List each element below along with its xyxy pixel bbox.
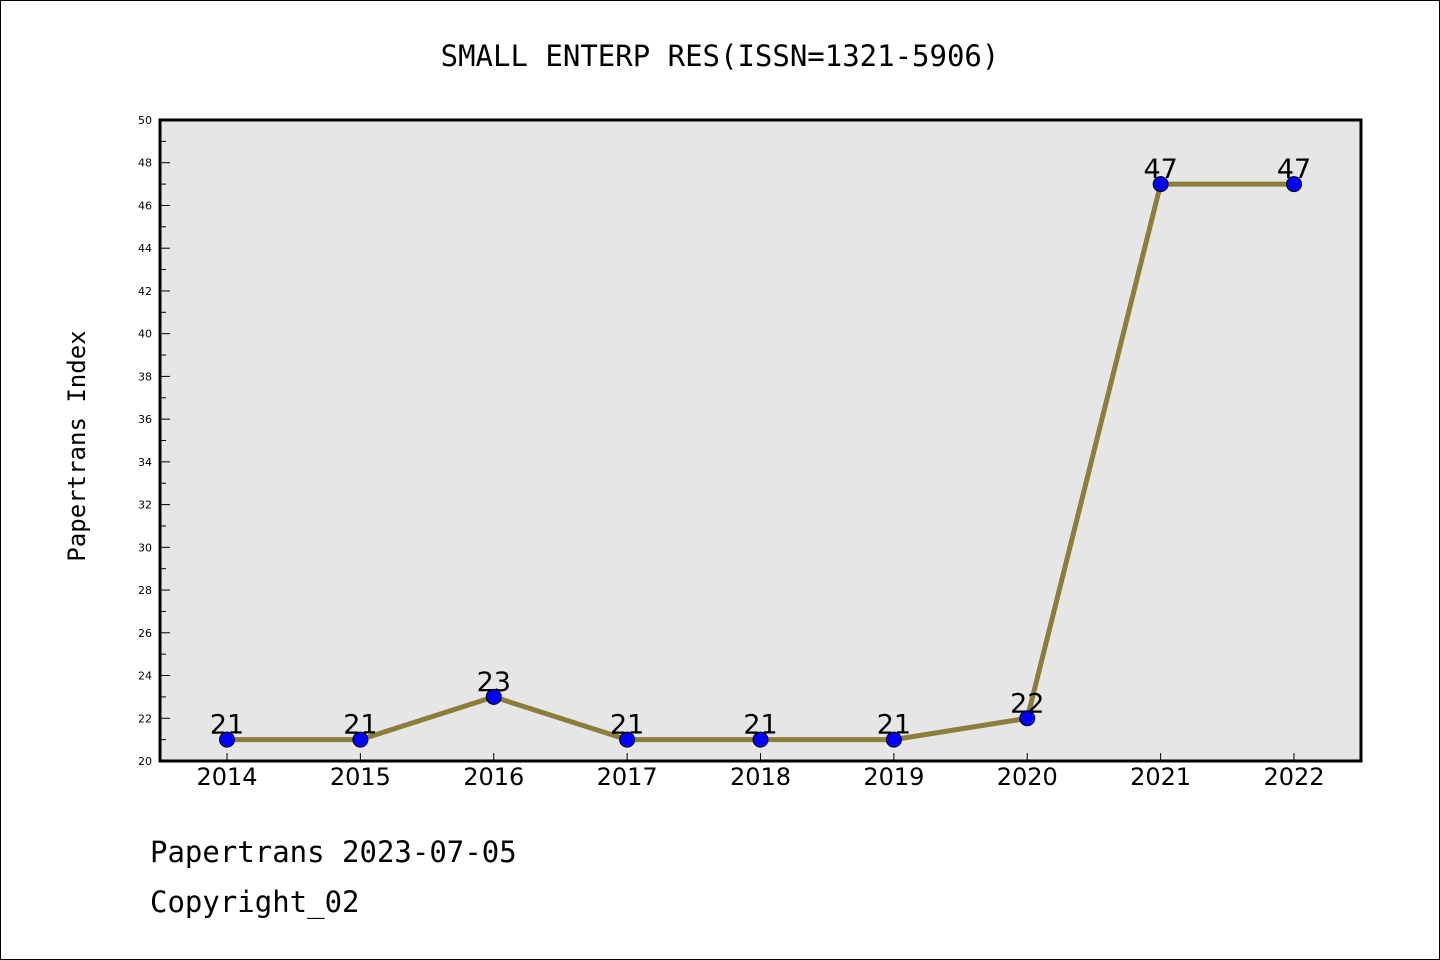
x-tick-label: 2016 [463,763,524,791]
y-tick-label: 26 [138,627,152,640]
y-tick-label: 32 [138,499,152,512]
y-tick-label: 24 [138,670,152,683]
y-axis: 20 22 24 26 28 30 32 34 36 38 40 42 44 46 48 50 [138,114,170,768]
data-point [885,731,902,748]
data-label: 22 [1010,688,1044,719]
y-tick-label: 30 [138,541,152,554]
chart-title: SMALL ENTERP RES(ISSN=1321-5906) [441,39,1000,73]
footer-copyright: Copyright_02 [150,885,360,919]
y-tick-label: 36 [138,413,152,426]
data-label: 21 [877,710,911,741]
data-point [352,731,369,748]
data-label: 47 [1277,154,1311,185]
y-tick-label: 46 [138,199,152,212]
data-point [1019,710,1036,727]
y-axis-label: Papertrans Index [63,330,91,561]
x-tick-label: 2021 [1130,763,1191,791]
x-tick-label: 2022 [1263,763,1324,791]
y-tick-label: 42 [138,285,152,298]
data-label: 21 [343,710,377,741]
y-tick-label: 22 [138,712,152,725]
x-tick-label: 2017 [597,763,658,791]
y-tick-label: 20 [138,755,152,768]
data-label: 21 [610,710,644,741]
x-tick-label: 2018 [730,763,791,791]
x-tick-label: 2019 [863,763,924,791]
y-tick-label: 50 [138,114,152,127]
data-point [619,731,636,748]
data-label: 23 [477,667,511,698]
x-tick-label: 2015 [330,763,391,791]
data-point [485,688,502,705]
data-point [219,731,235,748]
data-label: 47 [1143,154,1177,185]
y-tick-label: 28 [138,584,152,597]
data-point [752,731,769,748]
plot-area [158,118,1363,763]
y-tick-label: 38 [138,370,152,383]
x-tick-label: 2014 [196,763,257,791]
series: 21 21 23 21 21 21 22 47 47 [210,154,1311,748]
data-point [1152,176,1169,193]
data-label: 21 [210,710,244,741]
x-tick-label: 2020 [997,763,1058,791]
y-tick-label: 44 [138,242,152,255]
x-axis: 2014 2015 2016 2017 2018 2019 2020 2021 2022 [196,753,1325,791]
data-point [1286,176,1302,193]
y-tick-label: 48 [138,157,152,170]
y-tick-label: 34 [138,456,152,469]
data-label: 21 [743,710,777,741]
y-tick-label: 40 [138,328,152,341]
footer-date: Papertrans 2023-07-05 [150,835,517,869]
